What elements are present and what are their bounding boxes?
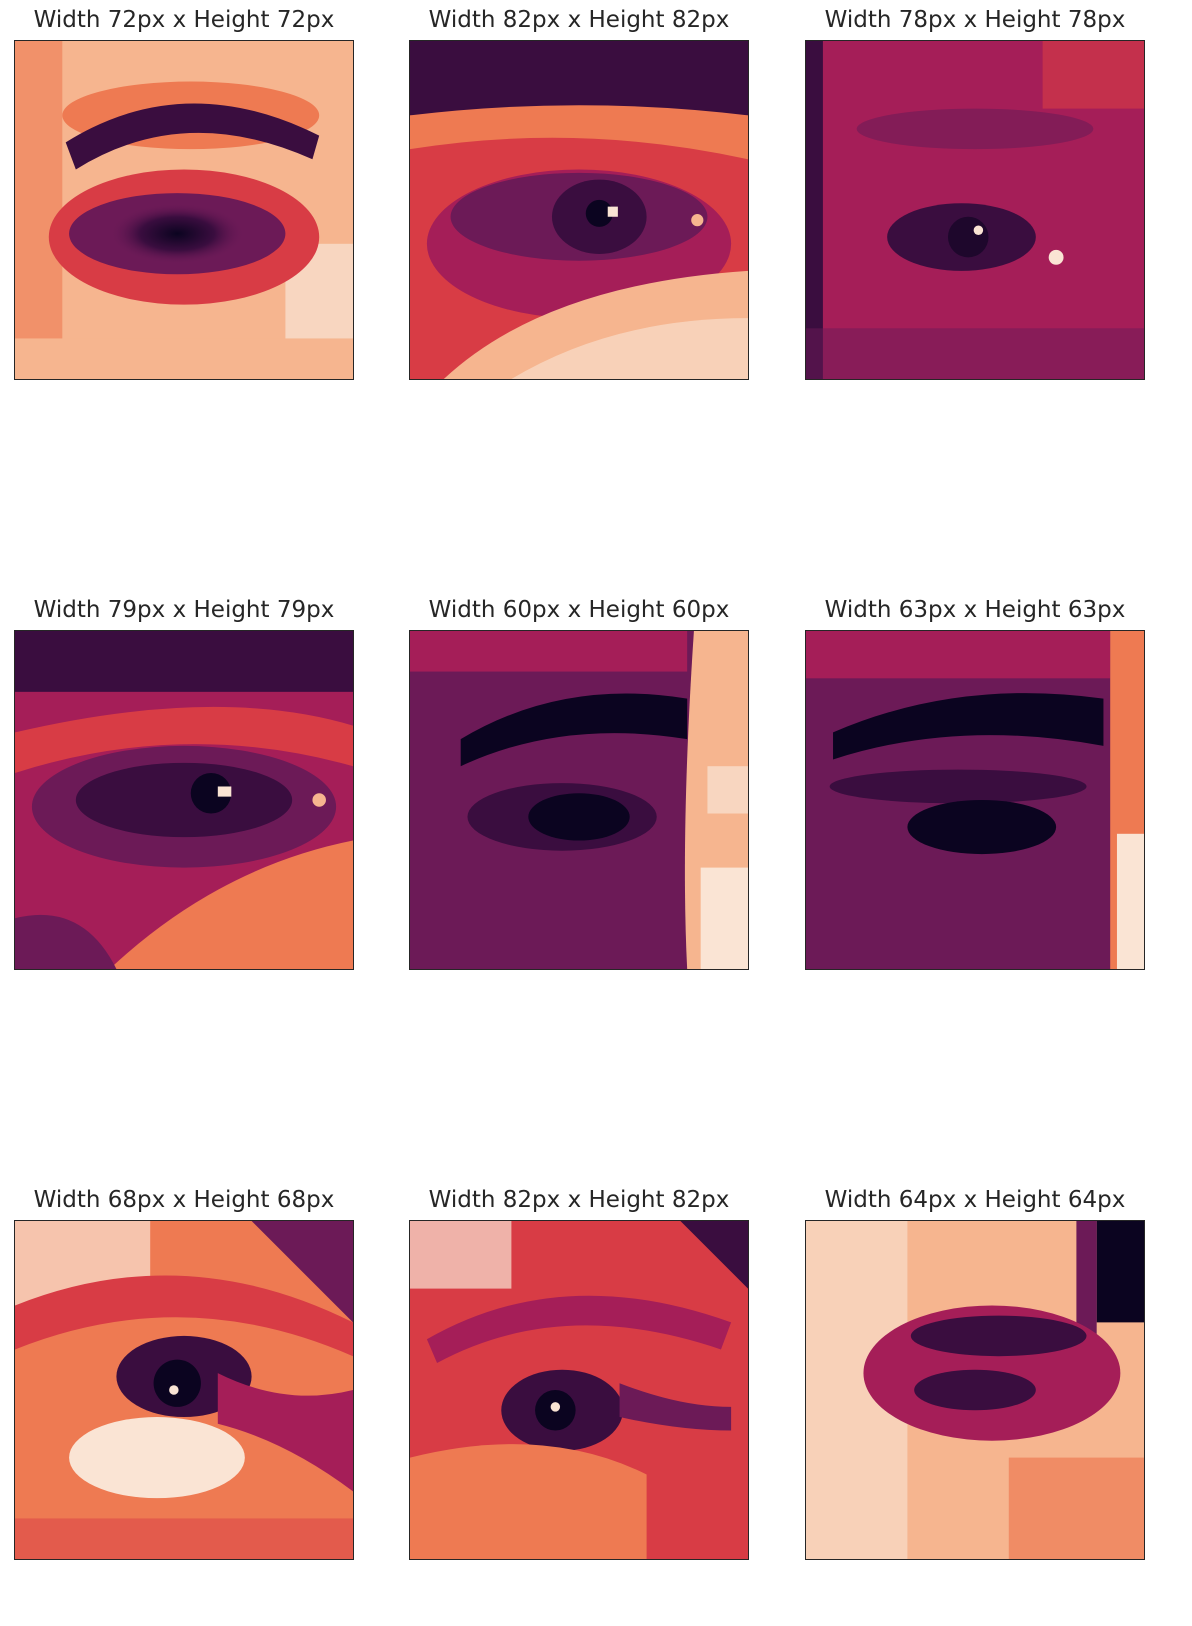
eye-image bbox=[409, 1220, 749, 1560]
panel-title: Width 82px x Height 82px bbox=[428, 1187, 730, 1213]
panel-title: Width 78px x Height 78px bbox=[824, 7, 1126, 33]
panel-title: Width 79px x Height 79px bbox=[33, 597, 335, 623]
eye-image bbox=[409, 630, 749, 970]
eye-image bbox=[805, 40, 1145, 380]
panel-title: Width 72px x Height 72px bbox=[33, 7, 335, 33]
panel-title: Width 64px x Height 64px bbox=[824, 1187, 1126, 1213]
eye-image bbox=[409, 40, 749, 380]
panel-title: Width 60px x Height 60px bbox=[428, 597, 730, 623]
eye-image bbox=[805, 1220, 1145, 1560]
eye-image bbox=[14, 630, 354, 970]
panel-title: Width 63px x Height 63px bbox=[824, 597, 1126, 623]
eye-image bbox=[14, 40, 354, 380]
panel-title: Width 82px x Height 82px bbox=[428, 7, 730, 33]
eye-image bbox=[805, 630, 1145, 970]
eye-image bbox=[14, 1220, 354, 1560]
panel-title: Width 68px x Height 68px bbox=[33, 1187, 335, 1213]
